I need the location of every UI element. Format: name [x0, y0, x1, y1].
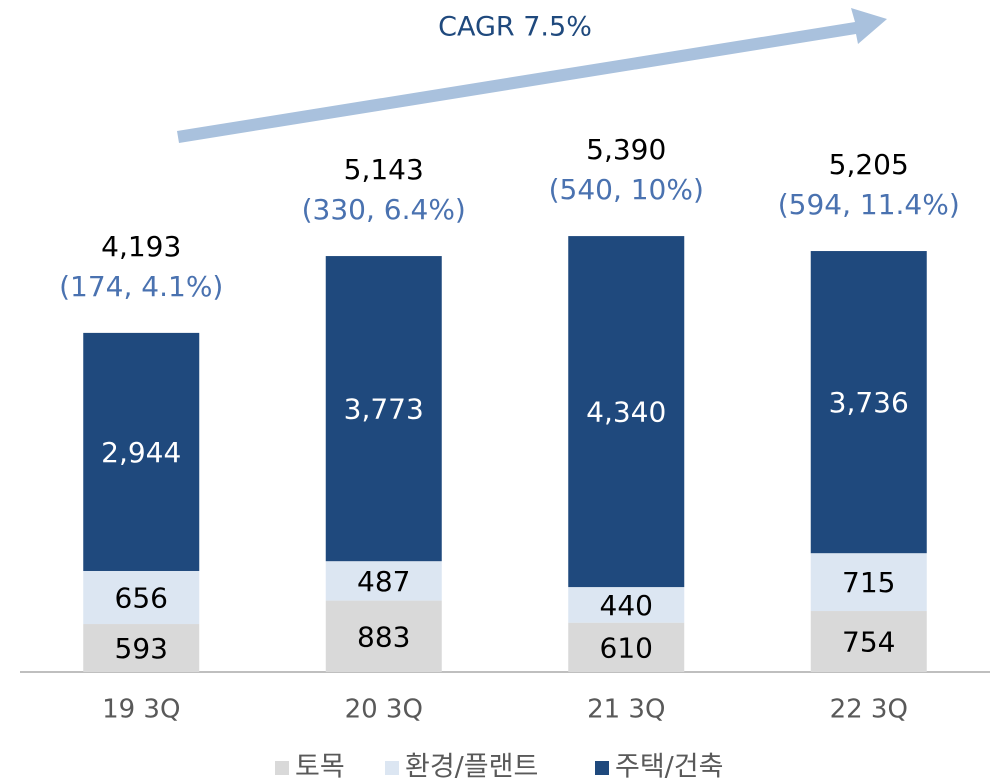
x-tick-label: 21 3Q — [587, 695, 665, 725]
total-label: 5,205 — [829, 148, 909, 181]
x-tick-label: 19 3Q — [102, 695, 180, 725]
segment-label: 754 — [842, 626, 895, 659]
segment-label: 593 — [115, 632, 168, 665]
legend-label: 주택/건축 — [615, 752, 723, 783]
segment-label: 610 — [600, 631, 653, 664]
segment-label: 656 — [115, 582, 168, 615]
growth-label: (540, 10%) — [549, 173, 704, 206]
legend-label: 환경/플랜트 — [405, 752, 538, 783]
segment-label: 4,340 — [586, 396, 666, 429]
segment-label: 440 — [600, 589, 653, 622]
legend-swatch — [385, 761, 399, 775]
legend-swatch — [275, 761, 289, 775]
bar-segment — [325, 561, 442, 601]
bar-segment — [83, 570, 200, 625]
bar-segment — [325, 256, 442, 562]
segment-label: 883 — [357, 620, 410, 653]
segment-label: 487 — [357, 565, 410, 598]
cagr-label: CAGR 7.5% — [438, 12, 592, 43]
segment-label: 3,736 — [829, 386, 909, 419]
legend-label: 토목 — [295, 752, 345, 783]
segment-label: 715 — [842, 566, 895, 599]
bar-segment — [810, 611, 927, 672]
legend-swatch — [595, 761, 609, 775]
segment-label: 2,944 — [101, 436, 181, 469]
growth-label: (174, 4.1%) — [59, 270, 223, 303]
bar-segment — [83, 624, 200, 672]
bar-segment — [810, 553, 927, 612]
total-label: 5,143 — [344, 153, 424, 186]
growth-label: (330, 6.4%) — [302, 193, 466, 226]
x-tick-label: 20 3Q — [345, 695, 423, 725]
cagr-arrow — [177, 8, 887, 143]
bar-segment — [810, 251, 927, 554]
segment-label: 3,773 — [344, 393, 424, 426]
total-label: 5,390 — [586, 133, 666, 166]
total-label: 4,193 — [101, 230, 181, 263]
bar-segment — [568, 622, 685, 672]
growth-label: (594, 11.4%) — [778, 188, 960, 221]
bar-segment — [568, 587, 685, 623]
x-tick-label: 22 3Q — [830, 695, 908, 725]
bar-segment — [325, 600, 442, 672]
bar-segment — [83, 332, 200, 571]
bar-segment — [568, 236, 685, 588]
